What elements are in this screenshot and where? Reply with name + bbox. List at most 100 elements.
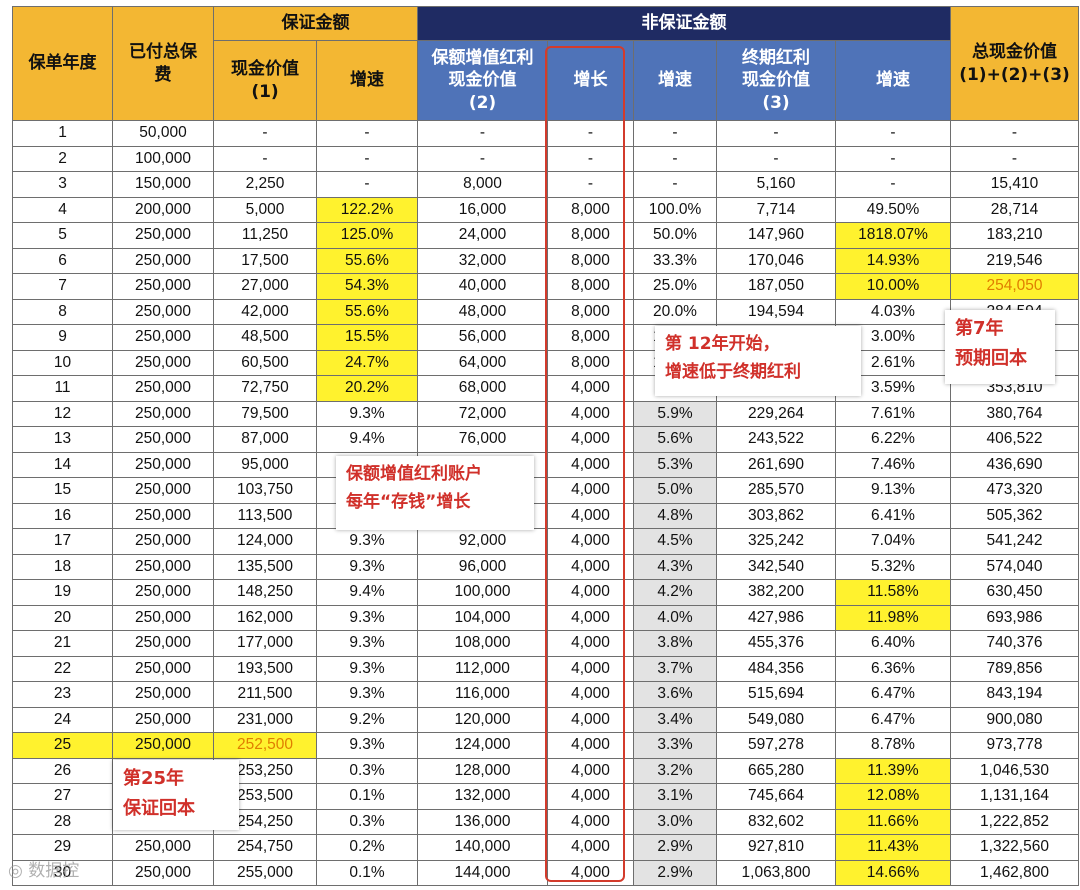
table-cell: 4,000	[547, 732, 634, 759]
table-cell: 9.13%	[835, 477, 951, 504]
table-cell: 12.08%	[835, 783, 951, 810]
table-cell: 406,522	[950, 426, 1079, 453]
table-cell: 250,000	[112, 579, 214, 606]
table-row: 16250,000113,5009.4%88,0004,0004.8%303,8…	[12, 502, 1079, 529]
table-cell: -	[213, 145, 317, 172]
table-cell: 56,000	[417, 324, 548, 351]
table-cell: 33.3%	[633, 247, 717, 274]
table-cell: 4,000	[547, 859, 634, 886]
table-cell: 28	[12, 808, 113, 835]
table-cell: -	[547, 145, 634, 172]
table-row: 18 250,000 135,500 9.3% 96,000 4,000 4.3% 342,5…	[12, 553, 1079, 580]
table-cell: 187,050	[716, 273, 836, 300]
table-cell: 250,000	[112, 400, 214, 427]
table-cell: 7,714	[716, 196, 836, 223]
table-row: 2 100,000- - - - - - - -	[12, 145, 1079, 172]
table-cell: 597,278	[716, 732, 836, 759]
table-cell: 25	[12, 732, 113, 759]
table-cell: 927,810	[716, 834, 836, 861]
table-cell: 103,750	[213, 477, 317, 504]
table-cell: 87,000	[213, 426, 317, 453]
table-cell: 832,602	[716, 808, 836, 835]
table-cell: 11.66%	[835, 808, 951, 835]
header-non-guaranteed: 非保证金额	[417, 6, 951, 41]
table-cell: 15.5%	[316, 324, 418, 351]
table-cell: 8,000	[547, 298, 634, 325]
table-cell: 3.2%	[633, 757, 717, 784]
table-row: 4 200,000 5,000 122.2% 16,000 8,000 100.0% 7,71…	[12, 196, 1079, 223]
table-cell: 5,000	[213, 196, 317, 223]
table-cell: 27	[12, 783, 113, 810]
table-cell: 382,200	[716, 579, 836, 606]
table-cell: 68,000	[417, 375, 548, 402]
table-row: 21 250,000 177,000 9.3% 108,000 4,000 3.8% 455,…	[12, 630, 1079, 657]
table-cell: 6.47%	[835, 706, 951, 733]
table-cell: 10.00%	[835, 273, 951, 300]
table-cell: 7.04%	[835, 528, 951, 555]
table-row: 5 250,000 11,250 125.0% 24,000 8,000 50.0% 147,…	[12, 222, 1079, 249]
table-row: 10250,00060,50024.7%64,0008,00014.3%205,…	[12, 349, 1079, 376]
table-cell: 250,000	[112, 222, 214, 249]
table-cell: 8,000	[547, 247, 634, 274]
table-cell: 1,322,560	[950, 834, 1079, 861]
table-cell: 32,000	[417, 247, 548, 274]
table-cell: 3.3%	[633, 732, 717, 759]
table-cell: 4,000	[547, 757, 634, 784]
table-cell: 4,000	[547, 400, 634, 427]
table-cell: 229,264	[716, 400, 836, 427]
table-cell: 1,046,530	[950, 757, 1079, 784]
table-cell: 128,000	[417, 757, 548, 784]
table-cell: -	[316, 145, 418, 172]
table-cell: 505,362	[950, 502, 1079, 529]
table-cell: 1818.07%	[835, 222, 951, 249]
table-cell: 455,376	[716, 630, 836, 657]
header-reversionary: 保额增值红利现金价值 (2)	[417, 40, 548, 121]
header-year: 保单年度	[12, 6, 113, 121]
table-cell: 3	[12, 171, 113, 198]
header-guaranteed: 保证金额	[213, 6, 418, 41]
table-cell: 96,000	[417, 553, 548, 580]
table-cell: 60,500	[213, 349, 317, 376]
table-cell: 4,000	[547, 579, 634, 606]
table-cell: 2.9%	[633, 834, 717, 861]
table-row: 17 250,000 124,000 9.3% 92,000 4,000 4.5% 325,2…	[12, 528, 1079, 555]
table-cell: 122.2%	[316, 196, 418, 223]
annotation-reversionary-growth: 保额增值红利账户 每年“存钱”增长	[336, 456, 534, 530]
header-rate3: 增速	[835, 40, 951, 121]
table-cell: 64,000	[417, 349, 548, 376]
table-cell: 549,080	[716, 706, 836, 733]
table-cell: 72,000	[417, 400, 548, 427]
table-cell: 25.0%	[633, 273, 717, 300]
table-row: 19 250,000 148,250 9.4% 100,000 4,000 4.2% 382,…	[12, 579, 1079, 606]
table-cell: 6.22%	[835, 426, 951, 453]
table-cell: 148,250	[213, 579, 317, 606]
table-row: 13 250,000 87,000 9.4% 76,000 4,000 5.6% 243,52…	[12, 426, 1079, 453]
table-cell: 0.1%	[316, 859, 418, 886]
table-cell: 19	[12, 579, 113, 606]
header-cash-value: 现金价值 (1)	[213, 40, 317, 121]
table-cell: 6.41%	[835, 502, 951, 529]
table-cell: 29	[12, 834, 113, 861]
table-cell: 250,000	[112, 451, 214, 478]
table-cell: 11.43%	[835, 834, 951, 861]
table-cell: 1	[12, 120, 113, 147]
table-cell: 6.47%	[835, 681, 951, 708]
table-cell: 3.0%	[633, 808, 717, 835]
table-cell: 255,000	[213, 859, 317, 886]
table-cell: 20.2%	[316, 375, 418, 402]
table-cell: 3.7%	[633, 655, 717, 682]
table-cell: 342,540	[716, 553, 836, 580]
table-cell: 9.3%	[316, 630, 418, 657]
table-cell: 50.0%	[633, 222, 717, 249]
table-cell: 5.0%	[633, 477, 717, 504]
table-cell: 574,040	[950, 553, 1079, 580]
table-cell: 5.9%	[633, 400, 717, 427]
annotation-rate-below-terminal: 第 12年开始， 增速低于终期红利	[655, 326, 861, 396]
table-cell: 200,000	[112, 196, 214, 223]
table-cell: 28,714	[950, 196, 1079, 223]
table-row: 24 250,000 231,000 9.2% 120,000 4,000 3.4% 549,…	[12, 706, 1079, 733]
table-cell: 436,690	[950, 451, 1079, 478]
table-cell: 4,000	[547, 477, 634, 504]
table-cell: 4,000	[547, 681, 634, 708]
table-cell: 250,000	[112, 324, 214, 351]
